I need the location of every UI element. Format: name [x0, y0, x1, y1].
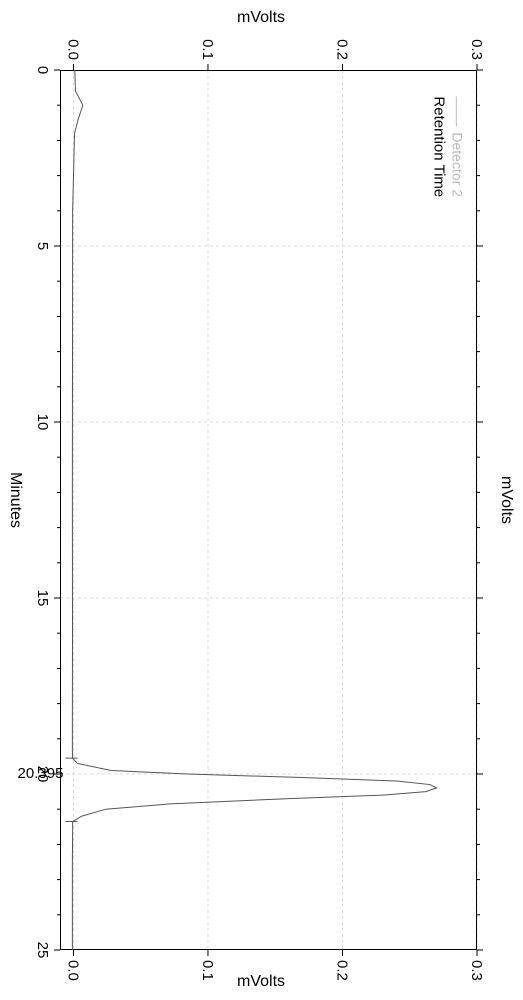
svg-text:0.3: 0.3	[468, 960, 485, 981]
x-axis-label: Minutes	[6, 472, 24, 528]
y-axis-label-left: mVolts	[237, 9, 285, 27]
svg-text:0.1: 0.1	[199, 39, 216, 60]
svg-text:5: 5	[34, 242, 51, 250]
svg-text:Retention Time: Retention Time	[430, 96, 447, 197]
svg-text:10: 10	[34, 414, 51, 431]
svg-text:0.0: 0.0	[64, 960, 81, 981]
svg-text:0.0: 0.0	[64, 39, 81, 60]
svg-text:Detector 2: Detector 2	[449, 132, 465, 197]
svg-text:25: 25	[34, 942, 51, 959]
svg-text:0.1: 0.1	[199, 960, 216, 981]
plot-svg: 05101520250.00.00.10.10.20.20.30.320.395…	[60, 70, 477, 950]
svg-text:0.3: 0.3	[468, 39, 485, 60]
y-axis-label-top: mVolts	[497, 476, 515, 524]
y-axis-label-right: mVolts	[237, 973, 285, 991]
svg-text:15: 15	[34, 590, 51, 607]
chromatogram-chart: mVolts Minutes mVolts mVolts 05101520250…	[0, 0, 523, 1000]
svg-text:0.2: 0.2	[333, 960, 350, 981]
plot-area: 05101520250.00.00.10.10.20.20.30.320.395…	[60, 70, 477, 950]
svg-text:0: 0	[34, 66, 51, 74]
svg-text:0.2: 0.2	[333, 39, 350, 60]
svg-text:20.395: 20.395	[18, 765, 64, 782]
